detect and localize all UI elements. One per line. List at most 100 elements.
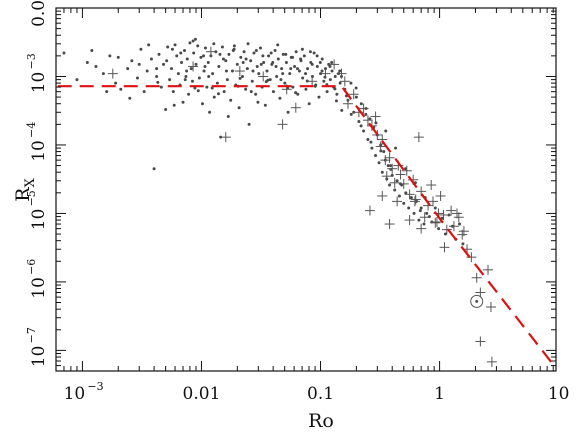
dot-point [156, 80, 160, 84]
plus-point [448, 221, 459, 232]
plus-point [372, 129, 383, 140]
dot-point [262, 60, 266, 64]
dot-point [145, 69, 149, 73]
dot-point [461, 242, 465, 246]
dot-point [247, 122, 251, 126]
plus-point [416, 223, 427, 234]
y-tick-text: 10 [29, 346, 49, 368]
y-tick-text: 10 [29, 209, 49, 231]
dot-point [268, 78, 272, 82]
dot-point [382, 150, 386, 154]
plus-point [290, 102, 301, 113]
plus-point [426, 180, 437, 191]
x-tick-label: 0.01 [183, 384, 221, 404]
dot-point [165, 59, 169, 63]
dot-point [374, 154, 378, 158]
dot-point [315, 54, 319, 58]
dot-point [128, 96, 132, 100]
dot-point [293, 64, 297, 68]
plus-point [384, 219, 395, 230]
dot-point [135, 76, 139, 80]
y-tick-text: 10 [29, 72, 49, 94]
dot-point [130, 59, 134, 63]
dot-point [418, 209, 422, 213]
dot-point [306, 67, 310, 71]
dot-point [229, 98, 233, 102]
dot-point [139, 47, 143, 51]
dot-point [338, 81, 342, 85]
dot-point [190, 79, 194, 83]
dot-point [105, 90, 109, 94]
plus-point [475, 287, 486, 298]
plus-point [410, 194, 421, 205]
dot-point [313, 84, 317, 88]
dot-point [239, 55, 243, 59]
dot-point [294, 50, 298, 54]
dot-point [255, 64, 259, 68]
dot-point [162, 62, 166, 66]
dot-point [330, 69, 334, 73]
dot-point [300, 47, 304, 51]
plus-point [435, 190, 446, 201]
dot-point [419, 206, 423, 210]
dot-point [274, 64, 278, 68]
dot-point [254, 48, 258, 52]
dot-point [334, 99, 338, 103]
plus-point [441, 224, 452, 235]
sun-point [470, 294, 484, 308]
dot-point [352, 110, 356, 114]
dot-point [433, 206, 437, 210]
plus-point [446, 205, 457, 216]
dot-point [75, 78, 79, 82]
dot-point [169, 67, 173, 71]
plus-point [398, 178, 409, 189]
dot-point [307, 102, 311, 106]
x-tick-label: 1 [434, 384, 445, 404]
plus-point [380, 155, 391, 166]
dot-point [318, 60, 322, 64]
dot-point [114, 81, 118, 85]
dot-point [425, 211, 429, 215]
dot-point [202, 54, 206, 58]
dot-point [203, 46, 207, 50]
dot-point [242, 50, 246, 54]
dot-point [338, 69, 342, 73]
dot-point [183, 78, 187, 82]
dot-point [226, 115, 230, 119]
dot-point [246, 42, 250, 46]
dot-point [297, 69, 301, 73]
plus-point [471, 272, 482, 283]
dot-point [202, 69, 206, 73]
dot-point [412, 211, 416, 215]
dot-point [288, 72, 292, 76]
dot-point [182, 48, 186, 52]
y-tick-exponent: −7 [25, 327, 38, 343]
plus-point [404, 189, 415, 200]
dot-point [172, 103, 176, 107]
dot-point [312, 51, 316, 55]
dot-point [235, 62, 239, 66]
dot-point [205, 85, 209, 89]
plus-point [451, 208, 462, 219]
dot-point [407, 206, 411, 210]
plus-point [439, 242, 450, 253]
sun-center [475, 299, 479, 303]
dot-point [291, 55, 295, 59]
dot-point [299, 57, 303, 61]
dot-point [291, 85, 295, 89]
dot-point [137, 62, 141, 66]
plus-point [485, 302, 496, 313]
dot-point [276, 43, 280, 47]
dot-point [187, 92, 191, 96]
dot-point [315, 64, 319, 68]
dot-point [284, 60, 288, 64]
dot-point [265, 69, 269, 73]
dot-point [250, 79, 254, 83]
dot-point [354, 86, 358, 90]
plus-point [419, 212, 430, 223]
dot-point [417, 218, 421, 222]
x-tick-label: 10 [64, 384, 86, 404]
dot-point [374, 121, 378, 125]
